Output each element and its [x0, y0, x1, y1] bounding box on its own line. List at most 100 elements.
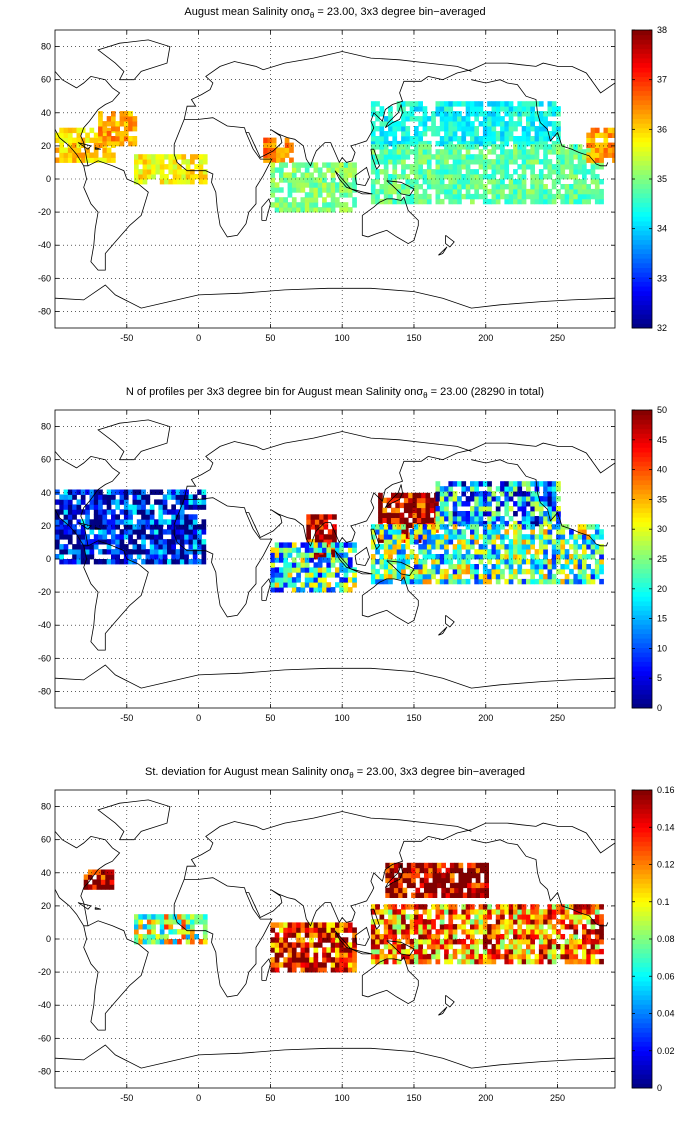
bin-cell — [495, 948, 501, 955]
bin-cell — [123, 121, 129, 127]
bin-cell — [508, 559, 514, 565]
bin-cell — [401, 198, 406, 205]
bin-cell — [335, 162, 340, 168]
bin-cell — [322, 952, 327, 958]
bin-cell — [569, 169, 574, 175]
bin-cell — [309, 192, 314, 198]
bin-cell — [573, 924, 579, 930]
bin-cell — [513, 520, 518, 527]
bin-cell — [192, 539, 198, 545]
bin-cell — [521, 169, 527, 175]
bin-cell — [123, 136, 129, 142]
bin-cell — [162, 554, 168, 560]
bin-cell — [388, 919, 393, 925]
bin-cell — [564, 559, 570, 565]
bin-cell — [534, 958, 540, 965]
bin-cell — [300, 207, 306, 213]
bin-cell — [347, 952, 353, 958]
bin-cell — [85, 509, 90, 515]
bin-cell — [385, 872, 390, 879]
bin-cell — [495, 919, 501, 925]
bin-cell — [534, 934, 540, 940]
bin-cell — [392, 948, 398, 955]
bin-cell — [309, 557, 314, 563]
bin-cell — [586, 539, 591, 545]
bin-cell — [319, 539, 324, 545]
coastline — [246, 829, 472, 927]
bin-cell — [401, 909, 406, 915]
bin-cell — [392, 144, 398, 150]
bin-cell — [145, 559, 151, 565]
bin-cell — [383, 198, 389, 205]
bin-cell — [491, 534, 497, 540]
bin-cell — [482, 958, 488, 965]
bin-cell — [184, 489, 189, 495]
bin-cell — [487, 939, 492, 945]
colorbar-tick-label: 20 — [657, 584, 667, 594]
bin-cell — [300, 962, 306, 968]
bin-cell — [408, 512, 413, 518]
bin-cell — [517, 116, 523, 122]
bin-cell — [582, 924, 587, 930]
bin-cell — [115, 136, 120, 142]
bin-cell — [396, 564, 402, 570]
bin-cell — [517, 578, 523, 585]
bin-cell — [188, 524, 194, 530]
bin-cell — [385, 892, 390, 898]
bin-cell — [435, 179, 441, 185]
bin-cell — [426, 539, 432, 545]
bin-cell — [63, 157, 69, 163]
bin-cell — [526, 136, 531, 142]
bin-cell — [190, 174, 195, 180]
bin-cell — [482, 529, 488, 535]
bin-cell — [530, 164, 535, 170]
bin-cell — [590, 188, 596, 195]
bin-cell — [389, 872, 395, 879]
bin-cell — [396, 914, 402, 920]
bin-cell — [521, 198, 527, 205]
bin-cell — [63, 524, 69, 530]
bin-cell — [484, 872, 489, 879]
bin-cell — [422, 573, 428, 580]
bin-cell — [560, 184, 566, 190]
bin-cell — [401, 101, 406, 107]
bin-cell — [93, 137, 99, 143]
bin-cell — [530, 511, 535, 517]
bin-cell — [418, 174, 423, 180]
bin-cell — [457, 578, 462, 585]
bin-cell — [287, 552, 293, 558]
bin-cell — [296, 932, 301, 938]
bin-cell — [526, 544, 531, 550]
bin-cell — [405, 164, 411, 170]
bin-cell — [72, 157, 77, 163]
bin-cell — [422, 193, 428, 200]
bin-cell — [111, 559, 116, 565]
y-tick-label: -60 — [38, 1033, 51, 1043]
bin-cell — [582, 164, 587, 170]
bin-cell — [409, 534, 415, 540]
bin-cell — [343, 162, 349, 168]
bin-cell — [270, 582, 276, 588]
bin-cell — [313, 922, 319, 928]
bin-cell — [149, 504, 155, 510]
bin-cell — [343, 177, 349, 183]
bin-cell — [379, 159, 385, 165]
bin-cell — [123, 126, 129, 132]
coastline — [55, 664, 615, 689]
bin-cell — [270, 177, 276, 183]
bin-cell — [197, 504, 202, 510]
bin-cell — [538, 174, 544, 180]
bin-cell — [389, 862, 395, 869]
colorbar-tick-label: 45 — [657, 435, 667, 445]
bin-cell — [274, 952, 280, 958]
bin-cell — [67, 147, 73, 153]
bin-cell — [424, 887, 429, 894]
bin-cell — [175, 559, 181, 565]
bin-cell — [332, 549, 337, 555]
bin-cell — [339, 922, 344, 928]
bin-cell — [495, 544, 501, 550]
bin-cell — [370, 904, 376, 910]
bin-cell — [291, 547, 297, 553]
bin-cell — [111, 519, 116, 525]
bin-cell — [76, 554, 82, 560]
